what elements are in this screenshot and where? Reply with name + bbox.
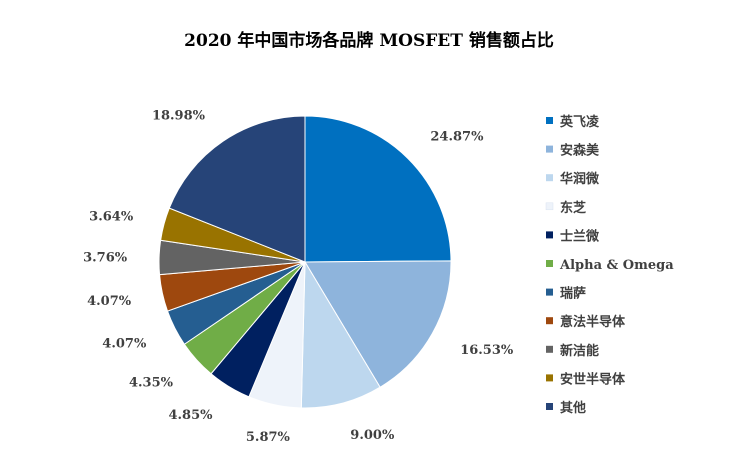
legend-label-5: Alpha & Omega	[559, 258, 674, 273]
legend-label-0: 英飞凌	[559, 114, 600, 130]
data-label-0: 24.87%	[430, 130, 484, 145]
data-label-6: 4.07%	[102, 337, 147, 352]
legend-swatch-6	[546, 288, 553, 296]
data-label-8: 3.76%	[83, 250, 128, 265]
pie-slice-10	[168, 115, 306, 263]
legend-label-10: 其他	[560, 400, 586, 416]
legend-label-7: 意法半导体	[560, 314, 626, 330]
legend-swatch-3	[545, 202, 554, 211]
legend-swatch-8	[546, 345, 553, 353]
legend-swatch-4	[546, 231, 553, 239]
legend-swatch-5	[546, 260, 553, 267]
legend-label-8: 新洁能	[560, 343, 599, 359]
chart-title: 2020 年中国市场各品牌 MOSFET 销售额占比	[184, 31, 554, 51]
pie-slice-0	[304, 115, 452, 263]
data-label-9: 3.64%	[89, 210, 134, 225]
data-label-3: 5.87%	[246, 430, 291, 445]
legend-label-2: 华润微	[560, 171, 600, 187]
data-label-10: 18.98%	[152, 109, 206, 124]
legend-swatch-9	[546, 374, 553, 382]
pie-slice-2	[300, 260, 381, 409]
legend-swatch-10	[546, 403, 553, 410]
legend-swatch-1	[546, 145, 553, 153]
data-label-2: 9.00%	[350, 428, 395, 443]
pie-slice-1	[304, 260, 452, 388]
data-label-7: 4.07%	[87, 294, 132, 309]
legend-swatch-7	[546, 317, 553, 325]
legend-swatch-0	[546, 117, 553, 124]
legend-label-4: 士兰微	[560, 228, 600, 244]
data-label-4: 4.85%	[168, 408, 213, 423]
legend-label-3: 东芝	[560, 200, 586, 216]
data-label-1: 16.53%	[460, 343, 514, 358]
legend-label-1: 安森美	[560, 143, 600, 159]
data-label-5: 4.35%	[129, 375, 174, 390]
legend-label-6: 瑞萨	[560, 286, 586, 302]
legend-swatch-2	[546, 174, 553, 182]
legend-label-9: 安世半导体	[560, 371, 626, 387]
